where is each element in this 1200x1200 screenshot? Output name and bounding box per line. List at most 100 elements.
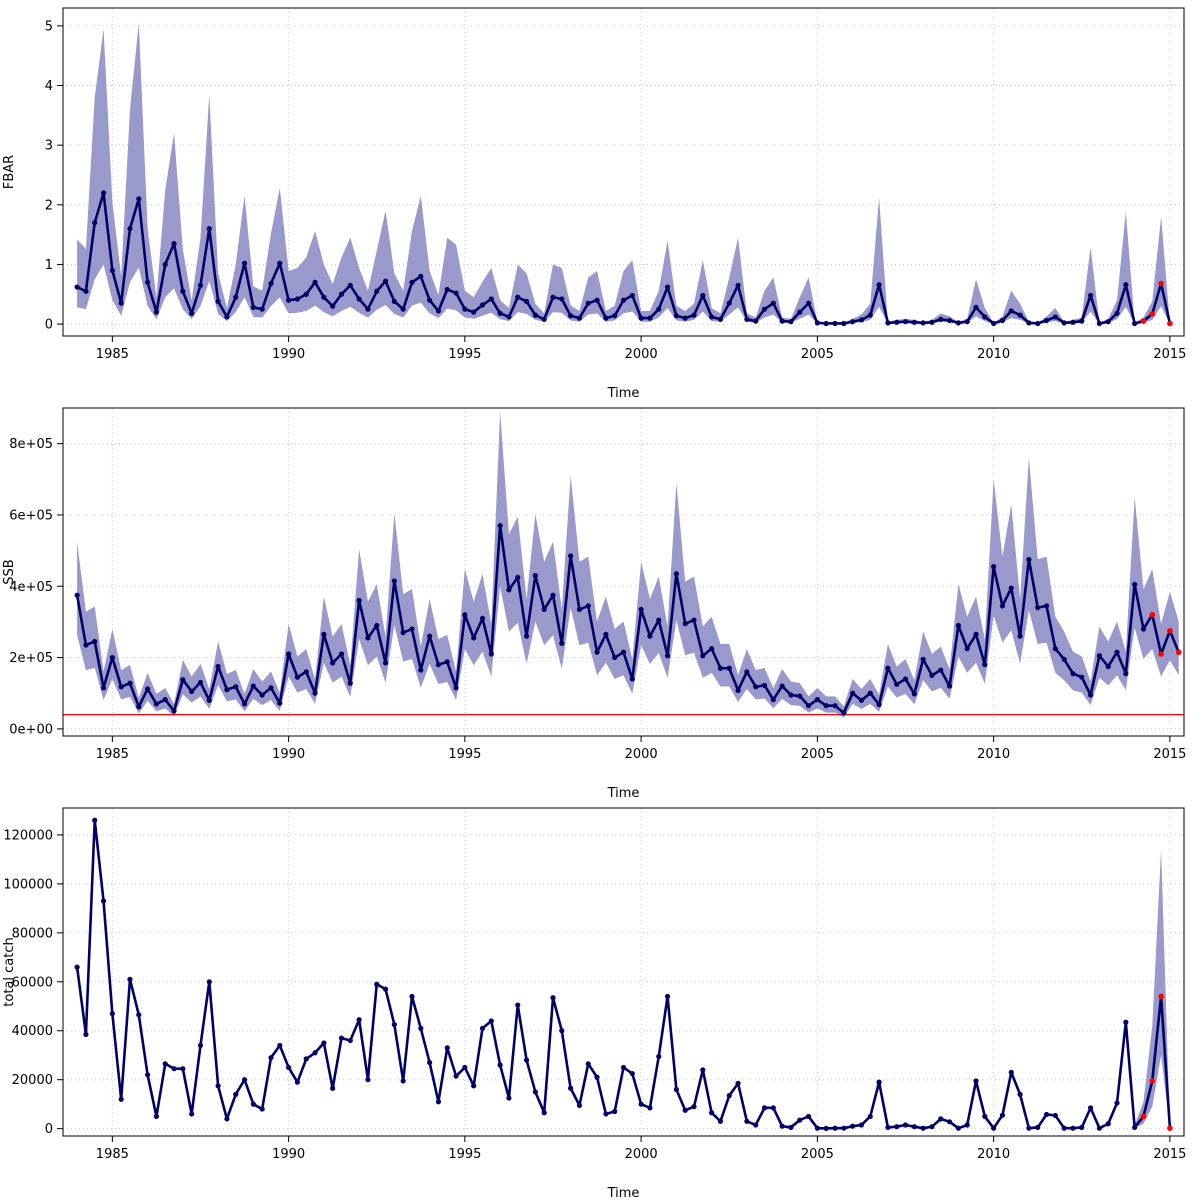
fbar-data-point — [709, 314, 715, 320]
ssb-data-point — [973, 631, 979, 637]
fbar-data-point — [391, 298, 397, 305]
total-catch-data-point — [1026, 1125, 1032, 1131]
fbar-data-point — [788, 319, 794, 325]
ssb-data-point — [550, 592, 556, 598]
ssb-data-point — [400, 630, 406, 636]
ssb-data-point — [594, 649, 600, 655]
fbar-data-point — [761, 306, 768, 312]
fbar-data-point — [241, 260, 248, 266]
fbar-data-point — [620, 297, 627, 303]
ssb-data-point — [1123, 671, 1129, 677]
total-catch-data-point — [197, 1042, 204, 1049]
fbar-forecast-point — [1167, 320, 1173, 327]
total-catch-data-point — [259, 1106, 265, 1112]
fbar-data-point — [286, 297, 292, 303]
total-catch-data-point — [726, 1093, 732, 1099]
ssb-data-point — [568, 553, 574, 559]
fbar-data-point — [797, 309, 803, 315]
total-catch-data-point — [911, 1124, 917, 1130]
ssb-data-point — [374, 622, 380, 629]
fbar-x-tick-label: 2010 — [977, 347, 1010, 362]
total-catch-y-axis-title: total catch — [2, 937, 17, 1006]
ssb-data-point — [612, 654, 618, 661]
ssb-data-point — [153, 701, 160, 707]
ssb-data-point — [902, 676, 909, 682]
ssb-data-point — [1043, 603, 1050, 609]
fbar-data-point — [382, 278, 389, 284]
fbar-data-point — [74, 284, 80, 290]
ssb-data-point — [453, 685, 459, 691]
total-catch-data-point — [523, 1057, 530, 1063]
total-catch-x-tick-label: 2010 — [977, 1147, 1010, 1162]
fbar-data-point — [1017, 312, 1023, 318]
ssb-data-point — [462, 612, 468, 618]
ssb-data-point — [946, 683, 953, 689]
ssb-data-point — [761, 682, 768, 688]
fbar-x-tick-label: 1985 — [96, 347, 129, 362]
fbar-data-point — [753, 318, 759, 324]
total-catch-data-point — [233, 1091, 239, 1097]
total-catch-data-point — [250, 1101, 256, 1107]
ssb-x-tick-label: 2010 — [977, 747, 1010, 762]
total-catch-data-point — [612, 1108, 618, 1115]
ssb-x-tick-label: 2015 — [1153, 747, 1186, 762]
total-catch-y-tick-label: 0 — [45, 1122, 53, 1137]
ssb-data-point — [303, 669, 309, 675]
fbar-x-tick-label: 1995 — [448, 347, 481, 362]
total-catch-x-tick-label: 1990 — [272, 1147, 305, 1162]
ssb-data-point — [541, 606, 547, 613]
total-catch-data-point — [74, 964, 80, 970]
total-catch-data-point — [497, 1062, 503, 1068]
ssb-data-point — [171, 708, 177, 714]
fbar-data-point — [991, 320, 997, 327]
ssb-data-point — [92, 638, 98, 645]
total-catch-data-point — [400, 1078, 406, 1084]
fbar-x-tick-label: 2015 — [1153, 347, 1186, 362]
ssb-x-tick-label: 1990 — [272, 747, 305, 762]
ssb-data-point — [576, 606, 583, 613]
ssb-data-point — [523, 633, 530, 639]
total-catch-forecast-point — [1140, 1113, 1147, 1120]
ssb-data-point — [885, 665, 891, 671]
ssb-data-point — [585, 603, 591, 609]
ssb-y-axis-title: SSB — [2, 559, 17, 584]
total-catch-data-point — [603, 1111, 609, 1117]
ssb-data-point — [1026, 556, 1032, 563]
fbar-data-point — [858, 317, 865, 323]
total-catch-data-point — [761, 1105, 768, 1111]
ssb-data-point — [744, 669, 750, 675]
total-catch-data-point — [532, 1089, 538, 1095]
fbar-data-point — [321, 294, 327, 300]
ssb-data-point — [365, 635, 371, 641]
total-catch-data-point — [788, 1124, 794, 1131]
total-catch-data-point — [321, 1040, 327, 1046]
fbar-data-point — [726, 300, 732, 306]
ssb-data-point — [206, 697, 212, 703]
fbar-data-point — [136, 196, 142, 202]
fbar-x-tick-label: 2005 — [801, 347, 834, 362]
fbar-data-point — [814, 320, 820, 326]
ssb-data-point — [532, 572, 538, 579]
fbar-data-point — [259, 306, 265, 312]
fbar-data-point — [885, 320, 891, 326]
total-catch-x-tick-label: 2005 — [801, 1147, 834, 1162]
fbar-data-point — [189, 310, 195, 316]
fbar-data-point — [744, 316, 750, 322]
ssb-data-point — [180, 677, 186, 683]
ssb-data-point — [735, 687, 741, 693]
ssb-data-point — [682, 621, 688, 627]
total-catch-data-point — [189, 1111, 195, 1117]
ssb-data-point — [814, 697, 820, 703]
ssb-data-point — [823, 703, 829, 709]
total-catch-data-point — [541, 1110, 547, 1116]
fbar-data-point — [946, 317, 953, 324]
ssb-data-point — [964, 646, 970, 652]
ssb-data-point — [876, 702, 882, 708]
ssb-data-point — [118, 684, 124, 690]
total-catch-data-point — [929, 1124, 935, 1130]
fbar-y-tick-label: 2 — [45, 198, 53, 213]
total-catch-data-point — [435, 1099, 442, 1105]
total-catch-data-point — [920, 1125, 926, 1131]
total-catch-data-point — [382, 986, 389, 992]
